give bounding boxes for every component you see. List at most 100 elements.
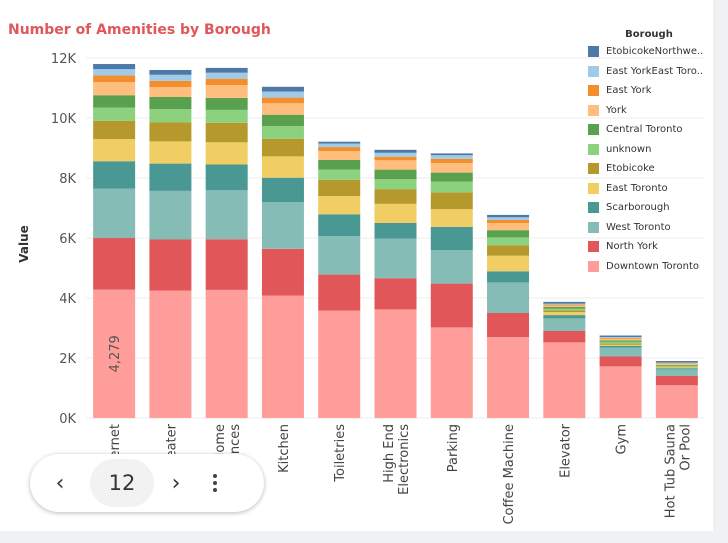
- more-options-button[interactable]: [200, 463, 230, 503]
- legend-item[interactable]: East Toronto: [585, 179, 713, 199]
- bar-segment: [205, 109, 248, 123]
- bar-segment: [149, 70, 192, 75]
- bar-segment: [318, 143, 361, 148]
- legend-label: Downtown Toronto: [606, 260, 699, 272]
- legend-item[interactable]: East York: [585, 81, 713, 101]
- bar-segment: [430, 192, 473, 210]
- legend-swatch: [588, 221, 599, 233]
- bar-segment: [655, 366, 698, 368]
- bar-segment: [261, 177, 304, 202]
- bar-segment: [205, 67, 248, 73]
- bar-segment: [543, 308, 586, 311]
- bar-segment: [149, 290, 192, 418]
- legend-label: West Toronto: [606, 221, 671, 233]
- data-label: 4,279: [108, 335, 123, 372]
- bar-segment: [149, 87, 192, 97]
- bar-segment: [543, 331, 586, 343]
- x-tick-label: High End Electronics: [382, 424, 412, 495]
- bar-segment: [205, 190, 248, 240]
- bar-segment: [543, 318, 586, 331]
- legend-swatch: [588, 46, 599, 58]
- bar-segment: [261, 156, 304, 178]
- x-tick-label-line: Hot Tub Sauna: [663, 424, 678, 518]
- bar-segment: [430, 283, 473, 328]
- legend-items: EtobicokeNorthwe.. East YorkEast Toro.. Ea…: [585, 42, 713, 276]
- previous-page-button[interactable]: ‹: [40, 463, 80, 503]
- legend-item[interactable]: North York: [585, 237, 713, 257]
- bar-segment: [318, 179, 361, 196]
- bar-segment: [543, 342, 586, 418]
- y-tick-label: 0K: [59, 412, 76, 427]
- bar-segment: [374, 203, 417, 223]
- legend-swatch: [588, 124, 599, 136]
- legend-item[interactable]: Central Toronto: [585, 120, 713, 140]
- legend-label: York: [606, 104, 627, 116]
- x-tick-label-line: Gym: [615, 424, 630, 454]
- bar-segment: [655, 368, 698, 370]
- bar-segment: [318, 274, 361, 311]
- bar-segment: [261, 202, 304, 249]
- bar-segment: [599, 366, 642, 418]
- bar-segment: [261, 295, 304, 418]
- bar-segment: [655, 363, 698, 365]
- legend-item[interactable]: West Toronto: [585, 218, 713, 238]
- legend-item[interactable]: EtobicokeNorthwe..: [585, 42, 713, 62]
- legend-label: East YorkEast Toro..: [606, 65, 704, 77]
- bar-segment: [261, 126, 304, 139]
- bar-segment: [261, 91, 304, 98]
- bar-segment: [543, 312, 586, 316]
- legend-item[interactable]: Scarborough: [585, 198, 713, 218]
- bar-segment: [318, 151, 361, 160]
- legend-label: North York: [606, 241, 658, 253]
- legend-item[interactable]: East YorkEast Toro..: [585, 62, 713, 82]
- bar-segment: [374, 160, 417, 170]
- legend-item[interactable]: Downtown Toronto: [585, 257, 713, 277]
- bar-segment: [655, 365, 698, 367]
- legend[interactable]: Borough EtobicokeNorthwe.. East YorkEast …: [585, 27, 713, 276]
- legend-label: East York: [606, 85, 652, 97]
- bar-segment: [487, 282, 530, 313]
- bar-segment: [205, 164, 248, 191]
- x-tick-label-line: Coffee Machine: [502, 424, 517, 525]
- bar-segment: [93, 289, 136, 418]
- bar-segment: [430, 163, 473, 173]
- page-number[interactable]: 12: [90, 459, 154, 507]
- bar-segment: [149, 80, 192, 88]
- bar-segment: [205, 289, 248, 418]
- bar-segment: [374, 223, 417, 239]
- bar-segment: [93, 161, 136, 189]
- bar-segment: [543, 307, 586, 309]
- bar-segment: [599, 341, 642, 344]
- x-tick-label: Hot Tub Sauna Or Pool: [663, 424, 693, 518]
- bar-segment: [430, 158, 473, 163]
- bar-segment: [487, 220, 530, 223]
- bar-segment: [318, 141, 361, 144]
- pagination-control: ‹ 12 ›: [30, 454, 264, 512]
- x-tick-label-line: Kitchen: [277, 424, 292, 473]
- bar-segment: [374, 189, 417, 204]
- bar-segment: [487, 337, 530, 418]
- bar-segment: [261, 248, 304, 296]
- bar-segment: [487, 255, 530, 272]
- bar-segment: [318, 310, 361, 418]
- legend-swatch: [588, 260, 599, 272]
- bar-segment: [93, 82, 136, 96]
- legend-swatch: [588, 65, 599, 77]
- y-tick-label: 10K: [51, 112, 77, 127]
- bar-segment: [374, 149, 417, 153]
- legend-item[interactable]: York: [585, 101, 713, 121]
- bar-segment: [599, 340, 642, 342]
- legend-swatch: [588, 241, 599, 253]
- bar-segment: [261, 138, 304, 157]
- legend-item[interactable]: unknown: [585, 140, 713, 160]
- bar-segment: [261, 114, 304, 127]
- bar-segment: [487, 245, 530, 256]
- bar-segment: [374, 152, 417, 157]
- bar-segment: [205, 122, 248, 143]
- bar-segment: [543, 301, 586, 304]
- legend-item[interactable]: Etobicoke: [585, 159, 713, 179]
- legend-swatch: [588, 143, 599, 155]
- next-page-button[interactable]: ›: [156, 463, 196, 503]
- bar-segment: [543, 304, 586, 306]
- x-tick-label: Parking: [446, 424, 461, 472]
